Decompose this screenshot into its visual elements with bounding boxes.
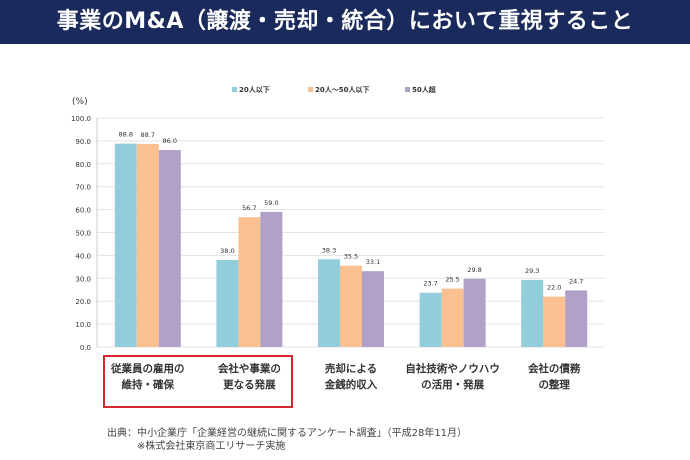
bar (419, 292, 442, 347)
bar (136, 143, 159, 347)
bar (238, 217, 261, 347)
highlight-box (103, 355, 293, 408)
y-tick-label: 40.0 (75, 252, 91, 260)
category-label-line: 従業員の雇用の (111, 363, 185, 375)
category-label: 会社の債務 の整理 (504, 361, 604, 393)
y-tick-label: 20.0 (75, 298, 91, 306)
bar (543, 296, 566, 347)
category-label-line: 会社の債務 (527, 363, 581, 375)
bar (114, 143, 137, 347)
bar (521, 279, 544, 347)
y-tick-label: 100.0 (71, 115, 91, 123)
bar (362, 271, 384, 347)
legend-label: 20人以下 (239, 85, 270, 94)
category-label: 従業員の雇用の 維持・確保 (98, 361, 198, 393)
data-label: 38.3 (322, 246, 336, 254)
y-tick-label: 60.0 (75, 207, 91, 215)
bar (441, 288, 464, 347)
bar (260, 211, 283, 347)
legend-swatch (405, 87, 410, 92)
category-label: 売却による金銭的収入 (301, 361, 401, 393)
y-tick-label: 10.0 (75, 321, 91, 329)
bar (158, 150, 181, 347)
data-label: 24.7 (569, 277, 583, 285)
data-label: 88.8 (119, 131, 133, 139)
source-line-2: ※株式会社東京商工リサーチ実施 (137, 441, 286, 452)
category-label-line: 会社や事業の (217, 363, 281, 375)
category-label-line: の活用・発展 (421, 379, 485, 391)
category-label: 会社や事業の 更なる発展 (199, 361, 299, 393)
data-label: 29.8 (467, 266, 481, 274)
y-tick-label: 70.0 (75, 184, 91, 192)
y-tick-label: 50.0 (75, 230, 91, 238)
category-label-line: の整理 (538, 379, 570, 391)
y-axis-label: (%) (72, 97, 88, 107)
category-label: 自社技術やノウハウ の活用・発展 (403, 361, 503, 393)
data-label: 59.0 (264, 199, 278, 207)
data-label: 23.7 (423, 280, 437, 288)
y-tick-label: 90.0 (75, 138, 91, 146)
data-label: 38.0 (220, 247, 234, 255)
category-label-line: 更なる発展 (223, 379, 276, 391)
data-label: 86.0 (163, 137, 177, 145)
page-title: 事業のM&A（譲渡・売却・統合）において重視すること (0, 0, 690, 44)
category-label-line: 維持・確保 (121, 379, 175, 391)
bar (318, 259, 340, 347)
bar (216, 259, 239, 347)
data-label: 22.0 (547, 284, 561, 292)
y-tick-label: 30.0 (75, 275, 91, 283)
legend-swatch (232, 87, 237, 92)
bar (565, 290, 588, 347)
y-tick-label: 0.0 (80, 344, 91, 352)
data-label: 56.7 (242, 204, 256, 212)
legend-label: 20人～50人以下 (315, 85, 369, 94)
data-label: 29.3 (525, 267, 539, 275)
category-label-line: 自社技術やノウハウ (405, 363, 500, 375)
data-label: 35.5 (344, 253, 358, 261)
data-label: 25.5 (445, 276, 459, 284)
bar (340, 265, 362, 347)
category-label-line: 金銭的収入 (324, 379, 378, 391)
bar (463, 278, 486, 347)
data-label: 88.7 (141, 131, 155, 139)
data-label: 33.1 (366, 258, 380, 266)
y-tick-label: 80.0 (75, 161, 91, 169)
legend-swatch (308, 87, 313, 92)
legend-label: 50人超 (412, 85, 437, 94)
source-line-1: 出典：中小企業庁「企業経営の継続に関するアンケート調査」（平成28年11月） (107, 428, 468, 439)
category-label-line: 売却による (324, 363, 378, 375)
